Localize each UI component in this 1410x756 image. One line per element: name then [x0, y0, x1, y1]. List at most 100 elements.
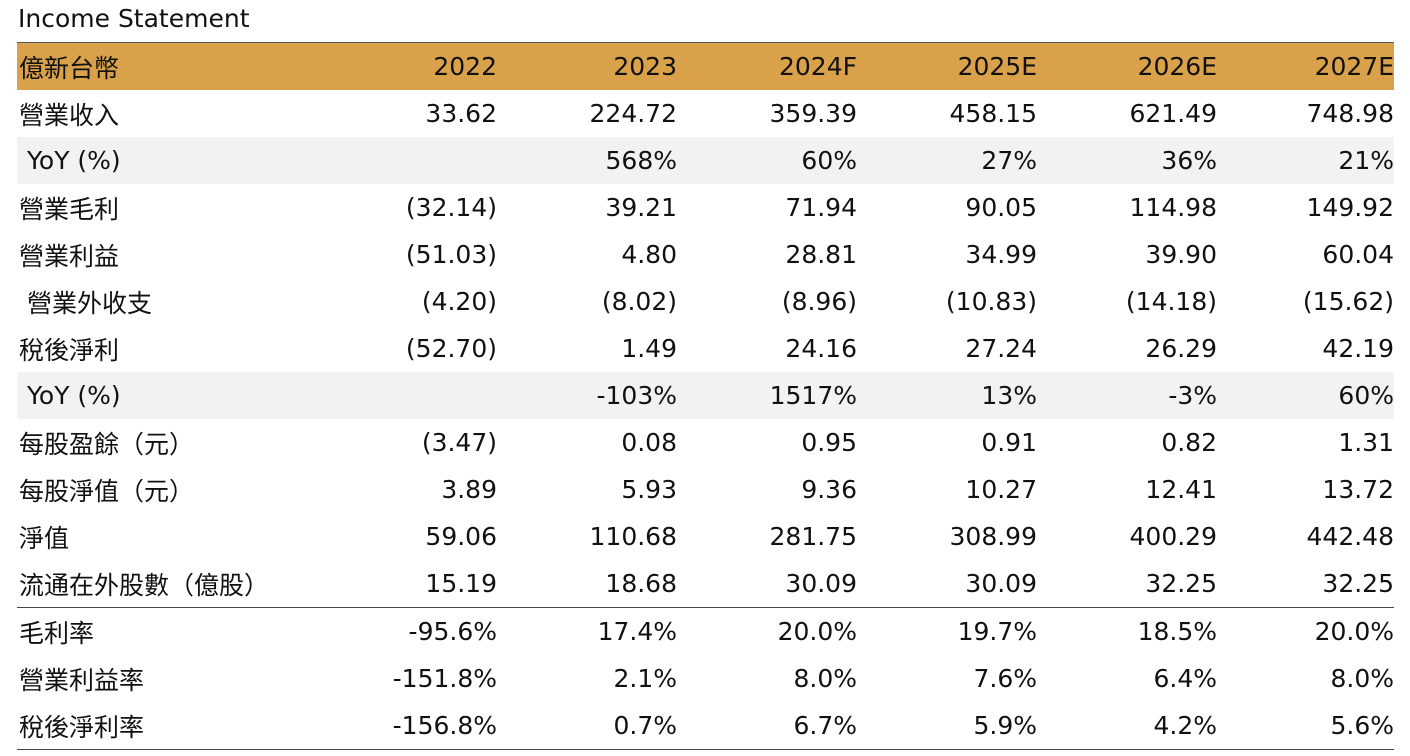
table-row: 淨值 59.06 110.68 281.75 308.99 400.29 442.48	[17, 513, 1394, 560]
row-label: 營業利益	[19, 241, 120, 271]
row-value: 308.99	[949, 522, 1037, 551]
row-value: (32.14)	[405, 193, 497, 222]
row-value: 3.89	[441, 475, 497, 504]
row-value: 6.7%	[677, 702, 857, 750]
row-value: 281.75	[769, 522, 857, 551]
row-value: 0.91	[981, 428, 1037, 457]
row-value: 0.08	[621, 428, 677, 457]
row-value: 114.98	[1129, 193, 1217, 222]
header-year: 2023	[613, 52, 677, 81]
table-title: Income Statement	[18, 4, 250, 33]
row-value: (8.96)	[781, 287, 857, 316]
row-value: (10.83)	[945, 287, 1037, 316]
table-row: 營業收入 33.62 224.72 359.39 458.15 621.49 748.98	[17, 90, 1394, 137]
row-value: 71.94	[785, 193, 857, 222]
table-row: 營業利益 (51.03) 4.80 28.81 34.99 39.90 60.04	[17, 231, 1394, 278]
row-value	[302, 137, 497, 184]
row-value: (3.47)	[421, 428, 497, 457]
row-label: 營業收入	[19, 100, 120, 130]
row-value: 2.1%	[613, 664, 677, 693]
row-value: 20.0%	[677, 607, 857, 655]
row-value: 21%	[1338, 146, 1394, 175]
row-value: 1517%	[769, 381, 857, 410]
row-value: 0.7%	[497, 702, 677, 750]
row-value: 8.0%	[1330, 664, 1394, 693]
row-value: 27%	[981, 146, 1037, 175]
table-row: 營業利益率 -151.8% 2.1% 8.0% 7.6% 6.4% 8.0%	[17, 655, 1394, 702]
row-value: 26.29	[1145, 334, 1217, 363]
row-label: 每股盈餘（元）	[19, 429, 195, 459]
table-row: 毛利率 -95.6% 17.4% 20.0% 19.7% 18.5% 20.0%	[17, 607, 1394, 655]
row-value: 9.36	[801, 475, 857, 504]
row-value	[302, 372, 497, 419]
row-value: -95.6%	[302, 607, 497, 655]
row-value: 5.93	[621, 475, 677, 504]
row-value: 20.0%	[1217, 607, 1394, 655]
row-value: -151.8%	[392, 664, 497, 693]
row-value: 60%	[801, 146, 857, 175]
row-value: (51.03)	[405, 240, 497, 269]
row-value: -3%	[1168, 381, 1217, 410]
header-year: 2024F	[778, 52, 857, 81]
row-label: YoY (%)	[19, 146, 121, 175]
row-label: 毛利率	[17, 607, 302, 655]
table-row: 稅後淨利 (52.70) 1.49 24.16 27.24 26.29 42.19	[17, 325, 1394, 372]
row-value: 5.9%	[857, 702, 1037, 750]
header-row: 億新台幣 2022 2023 2024F 2025E 2026E 2027E	[17, 42, 1394, 90]
row-value: (14.18)	[1125, 287, 1217, 316]
row-label: 稅後淨利率	[17, 702, 302, 750]
table-row: 每股淨值（元） 3.89 5.93 9.36 10.27 12.41 13.72	[17, 466, 1394, 513]
row-label: 營業利益率	[19, 665, 145, 695]
row-label: 流通在外股數（億股）	[19, 570, 270, 600]
table-row: 每股盈餘（元） (3.47) 0.08 0.95 0.91 0.82 1.31	[17, 419, 1394, 466]
row-value: -103%	[596, 381, 678, 410]
row-value: 18.68	[605, 569, 677, 598]
row-value: 458.15	[949, 99, 1037, 128]
row-value: 39.90	[1145, 240, 1217, 269]
row-value: 1.31	[1338, 428, 1394, 457]
row-value: (15.62)	[1302, 287, 1394, 316]
row-value: 60%	[1338, 381, 1394, 410]
row-value: 34.99	[965, 240, 1037, 269]
row-value: 13%	[981, 381, 1037, 410]
row-value: 0.82	[1161, 428, 1217, 457]
row-label: YoY (%)	[19, 381, 121, 410]
table-row: 流通在外股數（億股） 15.19 18.68 30.09 30.09 32.25 32.25	[17, 560, 1394, 608]
row-value: 10.27	[965, 475, 1037, 504]
row-label: 淨值	[19, 523, 70, 553]
row-value: 568%	[605, 146, 677, 175]
row-value: (8.02)	[601, 287, 677, 316]
row-value: 13.72	[1322, 475, 1394, 504]
row-value: 32.25	[1145, 569, 1217, 598]
row-value: (52.70)	[405, 334, 497, 363]
row-value: 4.2%	[1037, 702, 1217, 750]
row-value: 359.39	[769, 99, 857, 128]
row-value: 149.92	[1306, 193, 1394, 222]
row-value: 28.81	[785, 240, 857, 269]
header-year: 2022	[433, 52, 497, 81]
row-value: 748.98	[1306, 99, 1394, 128]
table-row: 稅後淨利率 -156.8% 0.7% 6.7% 5.9% 4.2% 5.6%	[17, 702, 1394, 750]
row-value: 12.41	[1145, 475, 1217, 504]
row-label: 營業外收支	[19, 288, 152, 318]
row-value: 24.16	[785, 334, 857, 363]
row-label: 營業毛利	[19, 194, 120, 224]
table-row: 營業毛利 (32.14) 39.21 71.94 90.05 114.98 149.92	[17, 184, 1394, 231]
row-label: 稅後淨利	[19, 335, 120, 365]
row-value: 39.21	[605, 193, 677, 222]
row-value: 30.09	[785, 569, 857, 598]
row-value: 8.0%	[793, 664, 857, 693]
table-row: YoY (%) 568% 60% 27% 36% 21%	[17, 137, 1394, 184]
header-currency-label: 億新台幣	[19, 53, 120, 83]
header-year: 2026E	[1137, 52, 1217, 81]
income-statement-table: 億新台幣 2022 2023 2024F 2025E 2026E 2027E 營…	[17, 42, 1394, 750]
row-value: 442.48	[1306, 522, 1394, 551]
row-value: 4.80	[621, 240, 677, 269]
row-value: -156.8%	[302, 702, 497, 750]
row-value: 59.06	[425, 522, 497, 551]
row-value: 19.7%	[857, 607, 1037, 655]
row-value: 36%	[1161, 146, 1217, 175]
table-row: 營業外收支 (4.20) (8.02) (8.96) (10.83) (14.18) (15…	[17, 278, 1394, 325]
row-value: 30.09	[965, 569, 1037, 598]
row-value: (4.20)	[421, 287, 497, 316]
